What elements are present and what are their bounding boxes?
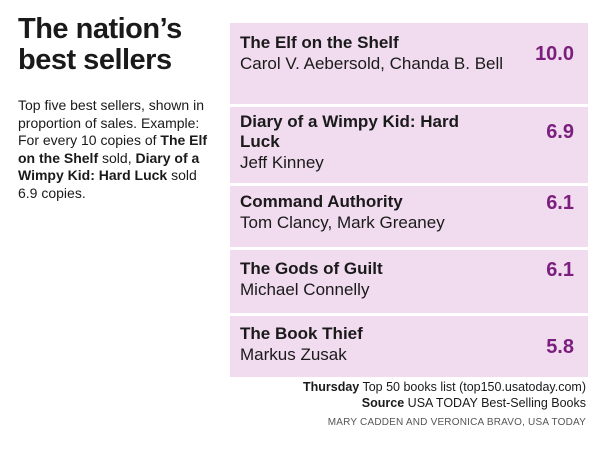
book-title-1: The Elf on the Shelf	[240, 33, 399, 52]
book-value-5: 5.8	[546, 336, 574, 358]
footer-label-thursday: Thursday	[302, 380, 360, 394]
book-title-5: The Book Thief	[240, 324, 363, 343]
book-author-1: Carol V. Aebersold, Chanda B. Bell	[240, 54, 504, 73]
row-divider	[230, 183, 588, 186]
chart-description: Top five best sellers, shown in proporti…	[18, 97, 214, 202]
row-divider	[230, 104, 588, 107]
description-bold-1: The Elf on the Shelf	[18, 132, 208, 166]
book-value-1: 10.0	[535, 43, 574, 65]
page-title: The nation’s best sellers	[18, 13, 182, 76]
footer-text-thursday: Top 50 books list (top150.usatoday.com)	[359, 380, 586, 394]
book-row-2: Diary of a Wimpy Kid: Hard Luck Jeff Kin…	[230, 112, 588, 173]
book-author-4: Michael Connelly	[240, 280, 370, 299]
footer-label-source: Source	[361, 396, 405, 410]
book-row-3: Command Authority Tom Clancy, Mark Grean…	[230, 192, 588, 233]
book-row-5: The Book Thief Markus Zusak 5.8	[230, 324, 588, 365]
footer-text-source: USA TODAY Best-Selling Books	[404, 396, 586, 410]
book-author-2: Jeff Kinney	[240, 153, 324, 172]
description-text-3: sold 6.9 copies.	[18, 167, 197, 201]
book-author-3: Tom Clancy, Mark Greaney	[240, 213, 445, 232]
book-title-2: Diary of a Wimpy Kid: Hard Luck	[240, 112, 459, 151]
book-author-5: Markus Zusak	[240, 345, 347, 364]
row-divider	[230, 313, 588, 316]
description-text-2: sold,	[98, 149, 136, 166]
book-title-3: Command Authority	[240, 192, 403, 211]
row-divider	[230, 247, 588, 250]
footer-list-note: Thursday Top 50 books list (top150.usato…	[303, 380, 586, 395]
book-value-2: 6.9	[546, 121, 574, 143]
book-value-3: 6.1	[546, 192, 574, 214]
book-title-4: The Gods of Guilt	[240, 259, 383, 278]
book-row-1: The Elf on the Shelf Carol V. Aebersold,…	[230, 33, 588, 74]
description-bold-2: Diary of a Wimpy Kid: Hard Luck	[18, 149, 200, 184]
footer-source: Source USA TODAY Best-Selling Books	[362, 396, 586, 411]
description-text-1: Top five best sellers, shown in proporti…	[18, 97, 204, 148]
book-row-4: The Gods of Guilt Michael Connelly 6.1	[230, 259, 588, 300]
book-value-4: 6.1	[546, 259, 574, 281]
footer-credit: MARY CADDEN AND VERONICA BRAVO, USA TODA…	[327, 417, 586, 428]
best-sellers-panel: The Elf on the Shelf Carol V. Aebersold,…	[230, 23, 588, 377]
